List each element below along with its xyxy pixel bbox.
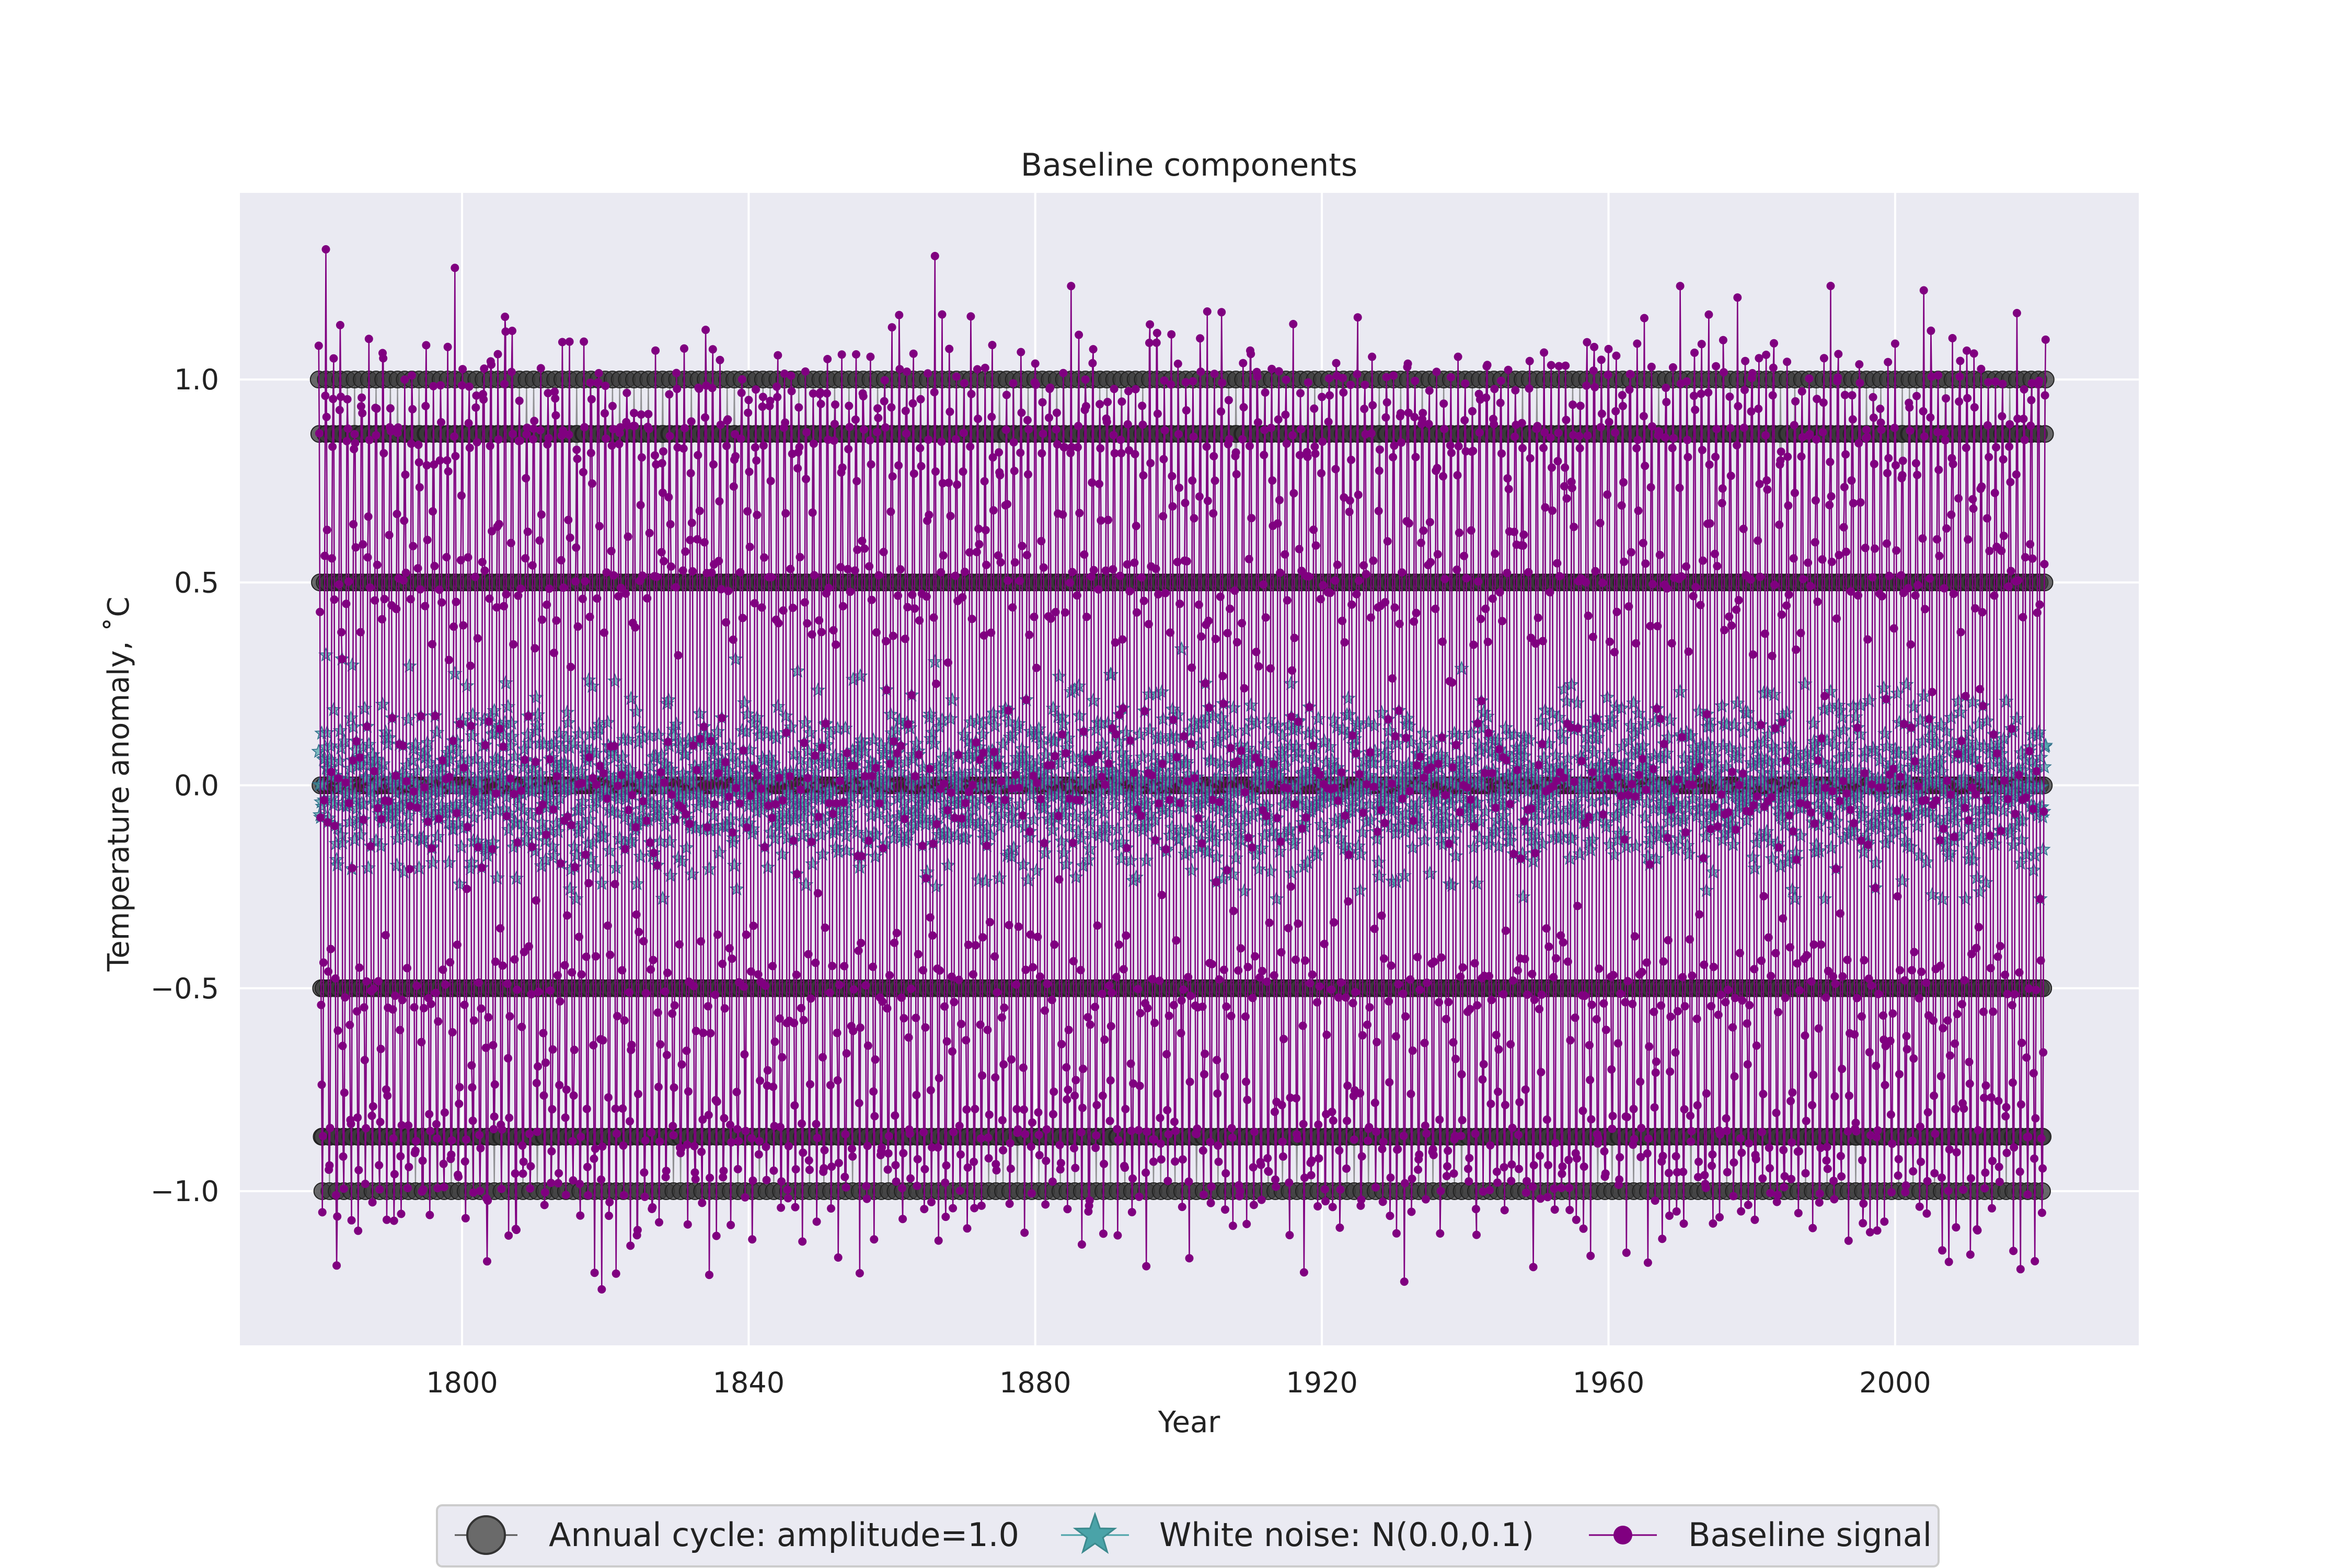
series-layer bbox=[309, 245, 2055, 1294]
